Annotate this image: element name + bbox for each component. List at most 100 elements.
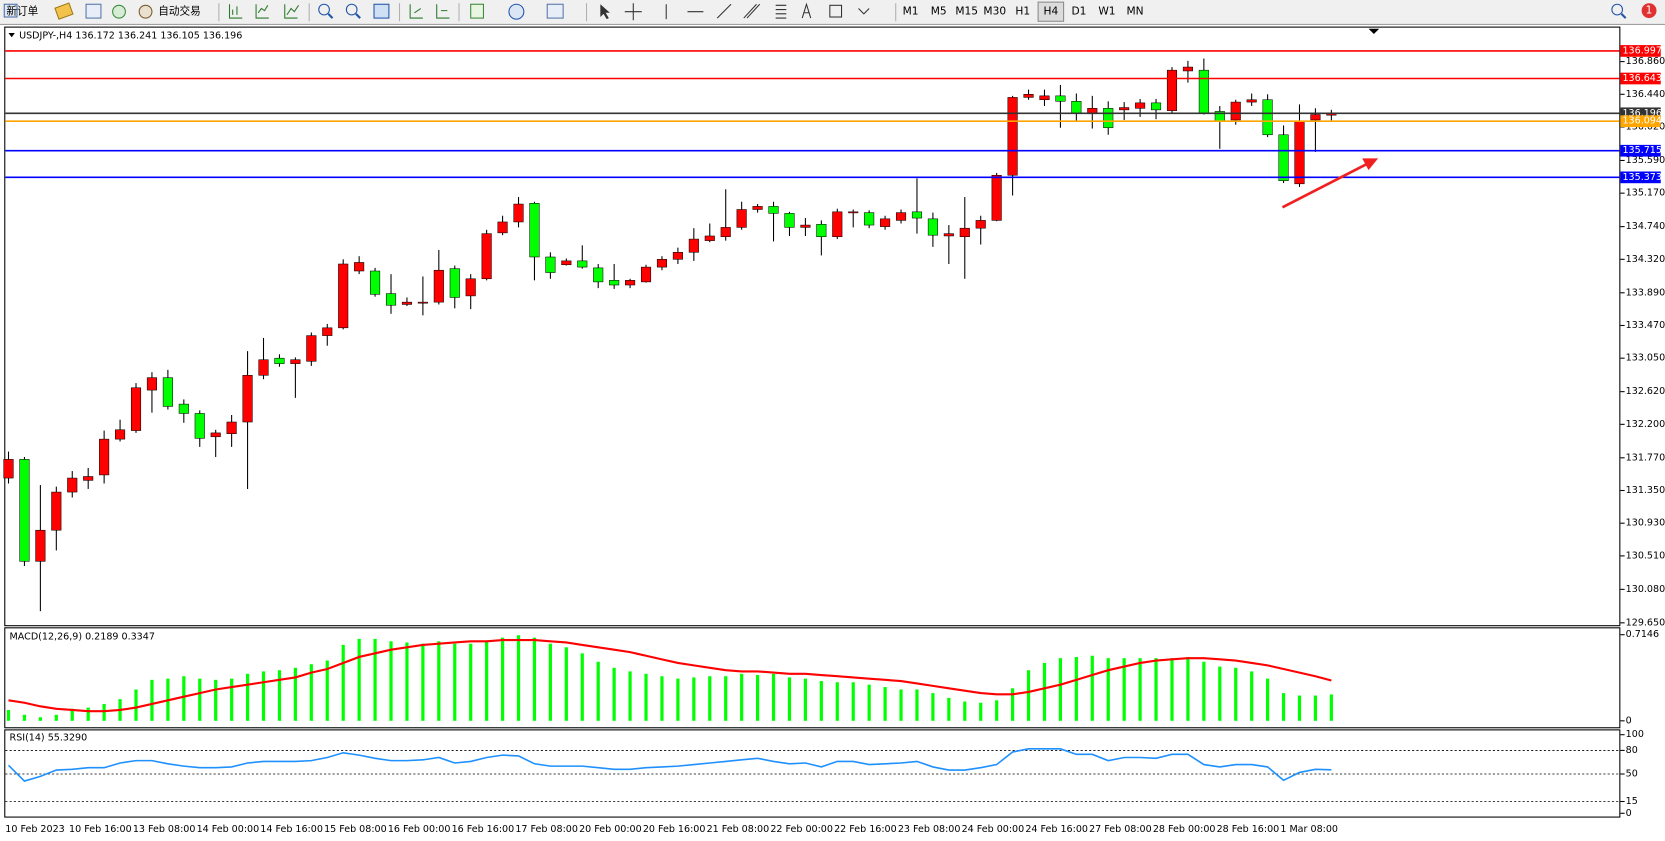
- macd-bar: [755, 675, 760, 721]
- candle-body: [768, 206, 779, 214]
- y-tick-label: 131.770: [1626, 452, 1665, 463]
- macd-bar: [548, 643, 552, 721]
- x-tick-label: 13 Feb 08:00: [133, 824, 196, 835]
- timeframe-button[interactable]: M15: [955, 5, 978, 18]
- candle-body: [1310, 114, 1321, 121]
- macd-bar: [516, 635, 521, 721]
- notification-badge[interactable]: [1641, 3, 1657, 19]
- toolbar-icon[interactable]: [54, 2, 74, 20]
- autoscroll-icon[interactable]: [409, 4, 423, 19]
- y-tick-label: 0.7146: [1626, 629, 1659, 640]
- periods-icon[interactable]: [508, 3, 525, 20]
- candle-body: [975, 220, 986, 229]
- level-label: 135.373: [1622, 172, 1661, 183]
- indicators-icon[interactable]: [470, 3, 484, 19]
- macd-bar: [1297, 695, 1302, 721]
- zoom-in-icon[interactable]: [318, 3, 330, 16]
- new-order-icon[interactable]: [3, 3, 18, 18]
- x-tick-label: 24 Feb 16:00: [1025, 824, 1088, 835]
- new-order-button[interactable]: 新订单: [6, 5, 38, 18]
- cursor-icon[interactable]: [600, 4, 610, 20]
- plot: 136.860136.440136.020135.590135.170134.7…: [3, 45, 1665, 835]
- candle-body: [274, 357, 285, 364]
- candle-body: [816, 224, 827, 238]
- candle-body: [67, 477, 78, 493]
- candle-body: [943, 233, 954, 237]
- candle-body: [146, 377, 157, 391]
- macd-bar: [1042, 662, 1047, 721]
- candle-body: [481, 233, 492, 280]
- candle-body: [1294, 121, 1305, 185]
- label-icon[interactable]: [829, 4, 843, 18]
- macd-bar: [851, 682, 855, 721]
- macd-bar: [787, 677, 792, 721]
- macd-bar: [580, 653, 584, 721]
- timeframe-button[interactable]: H4: [1043, 5, 1058, 18]
- candle-body: [1262, 99, 1273, 136]
- text-icon[interactable]: [801, 2, 812, 19]
- candle-body: [465, 278, 476, 297]
- candle-body: [19, 459, 30, 562]
- candle-body: [1135, 102, 1146, 109]
- candle-body: [832, 211, 843, 238]
- candle-body: [178, 403, 189, 414]
- level-label: 136.997: [1622, 45, 1661, 56]
- auto-trading-icon[interactable]: [138, 4, 153, 19]
- timeframe-button[interactable]: M1: [903, 5, 919, 18]
- macd-bar: [596, 661, 600, 721]
- macd-bar: [1218, 666, 1222, 721]
- macd-bar: [38, 717, 42, 721]
- y-tick-label: 129.650: [1626, 617, 1665, 628]
- macd-bar: [70, 708, 74, 721]
- macd-bar: [485, 641, 489, 721]
- level-label-bg: [1620, 45, 1661, 57]
- line-chart-icon[interactable]: [284, 4, 300, 19]
- fibonacci-icon[interactable]: [775, 4, 787, 19]
- search-icon[interactable]: [1611, 3, 1624, 16]
- macd-bar: [1170, 658, 1174, 721]
- timeframe-button[interactable]: MN: [1126, 5, 1143, 18]
- auto-trading-button[interactable]: 自动交易: [158, 5, 200, 18]
- pane-frames: [4, 26, 1621, 818]
- candle-body: [640, 266, 652, 283]
- zoom-out-icon[interactable]: [345, 3, 358, 16]
- level-label: 136.094: [1622, 116, 1661, 127]
- candle-body: [1071, 101, 1082, 114]
- x-tick-label: 21 Feb 08:00: [707, 824, 770, 835]
- timeframe-button[interactable]: M30: [983, 5, 1006, 18]
- crosshair-icon[interactable]: [624, 3, 642, 21]
- macd-bar: [500, 637, 505, 721]
- timeframe-button[interactable]: D1: [1071, 5, 1086, 18]
- tile-icon[interactable]: [373, 3, 390, 19]
- x-tick-label: 23 Feb 08:00: [898, 824, 961, 835]
- timeframe-button[interactable]: H1: [1015, 5, 1030, 18]
- candle-body: [927, 218, 938, 236]
- macd-bar: [198, 678, 202, 721]
- y-tick-label: 100: [1626, 729, 1644, 740]
- macd-bar: [150, 679, 154, 721]
- candle-body: [864, 212, 875, 226]
- trendline-icon[interactable]: [716, 3, 732, 19]
- candle-body: [959, 227, 970, 238]
- candle-body: [242, 375, 253, 423]
- toolbar-icon[interactable]: [112, 4, 126, 19]
- timeframe-button[interactable]: M5: [931, 5, 947, 18]
- x-tick-label: 28 Feb 00:00: [1153, 824, 1216, 835]
- zoom-in-handle: [327, 13, 334, 19]
- candle-body: [1278, 134, 1289, 181]
- toolbar-icon[interactable]: [85, 3, 102, 19]
- arrows-icon[interactable]: [858, 8, 870, 15]
- channel-icon[interactable]: [743, 3, 761, 19]
- x-tick-label: 22 Feb 00:00: [770, 824, 833, 835]
- y-tick-label: 130.930: [1626, 518, 1665, 529]
- candle-chart-icon[interactable]: [255, 4, 269, 19]
- bar-chart-icon[interactable]: [228, 4, 243, 19]
- chart-shift-icon[interactable]: [436, 4, 450, 19]
- macd-bar: [995, 700, 999, 721]
- timeframe-button[interactable]: W1: [1098, 5, 1115, 18]
- templates-icon[interactable]: [546, 3, 564, 19]
- macd-bar: [1281, 693, 1286, 721]
- candle-body: [991, 174, 1002, 221]
- macd-bar: [1234, 667, 1238, 721]
